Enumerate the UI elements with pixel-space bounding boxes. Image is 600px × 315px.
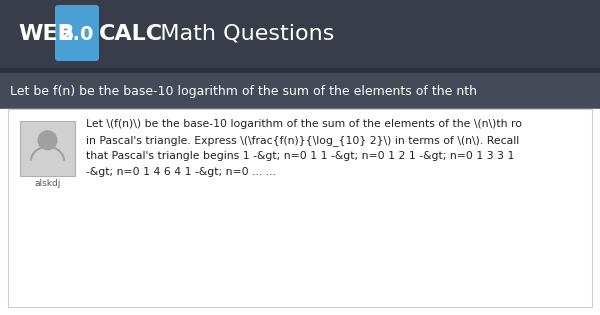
Text: 2.0: 2.0 (60, 25, 94, 43)
Text: WEB: WEB (18, 24, 74, 44)
Bar (0, 109, 600, 315)
Bar (0, 68, 600, 73)
Text: Let be f(n) be the base-10 logarithm of the sum of the elements of the nth: Let be f(n) be the base-10 logarithm of … (10, 84, 477, 98)
Circle shape (38, 131, 57, 150)
Bar (0, 0, 600, 68)
Bar (8, 109, 592, 307)
Text: Let \(f(n)\) be the base-10 logarithm of the sum of the elements of the \(n\)th : Let \(f(n)\) be the base-10 logarithm of… (86, 119, 522, 129)
Text: in Pascal's triangle. Express \(\frac{f(n)}{\log_{10} 2}\) in terms of \(n\). Re: in Pascal's triangle. Express \(\frac{f(… (86, 135, 519, 146)
Text: Math Questions: Math Questions (139, 24, 334, 44)
Text: -&gt; n=0 1 4 6 4 1 -&gt; n=0 ... ...: -&gt; n=0 1 4 6 4 1 -&gt; n=0 ... ... (86, 167, 276, 177)
Bar (0, 73, 600, 109)
Text: alskdj: alskdj (34, 179, 61, 188)
Bar (20, 121, 75, 176)
Text: that Pascal's triangle begins 1 -&gt; n=0 1 1 -&gt; n=0 1 2 1 -&gt; n=0 1 3 3 1: that Pascal's triangle begins 1 -&gt; n=… (86, 151, 514, 161)
FancyBboxPatch shape (55, 5, 99, 61)
Text: CALC: CALC (99, 24, 163, 44)
